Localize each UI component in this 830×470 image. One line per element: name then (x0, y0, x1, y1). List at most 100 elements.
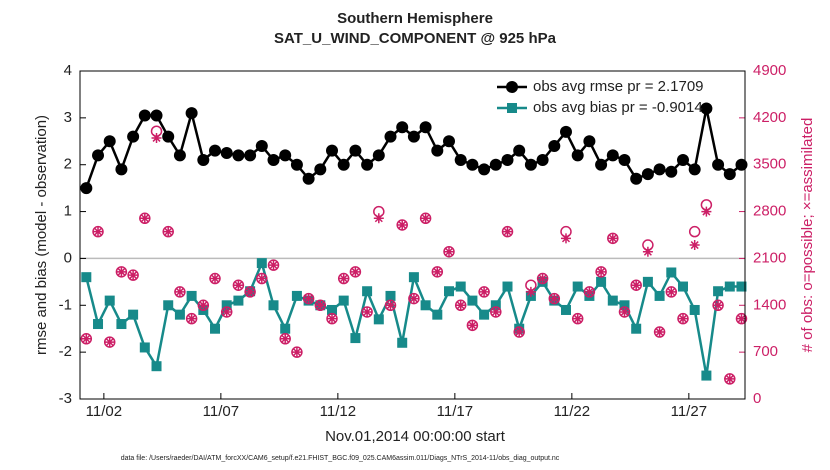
marker (93, 226, 104, 237)
y2-tick-label: 2100 (753, 249, 786, 266)
legend-label: obs avg bias pr = -0.9014 (533, 99, 703, 116)
marker (338, 273, 349, 284)
y-axis-label: rmse and bias (model - observation) (33, 115, 50, 355)
marker (525, 286, 536, 297)
marker (454, 154, 467, 167)
x-tick-label: 11/12 (320, 403, 356, 420)
marker (350, 333, 361, 344)
marker (233, 295, 244, 306)
y-tick-label: 3 (64, 109, 72, 126)
y2-tick-label: 4900 (753, 62, 786, 79)
marker (478, 163, 491, 176)
y2-tick-label: 700 (753, 343, 778, 360)
marker (163, 300, 174, 311)
plot-area (80, 71, 745, 399)
marker (186, 313, 197, 324)
marker (302, 172, 315, 185)
marker (572, 313, 583, 324)
marker (549, 293, 560, 304)
marker (419, 121, 432, 134)
marker (93, 319, 104, 330)
marker (209, 144, 222, 157)
marker (654, 290, 665, 301)
marker (397, 219, 408, 230)
marker (267, 154, 280, 167)
marker (724, 373, 735, 384)
marker (420, 213, 431, 224)
marker (104, 295, 115, 306)
marker (501, 154, 514, 167)
marker (713, 300, 724, 311)
marker (256, 273, 267, 284)
y-tick-label: -3 (59, 390, 72, 407)
marker (327, 304, 338, 315)
y-tick-label: 2 (64, 156, 72, 173)
marker (502, 226, 513, 237)
marker (489, 158, 502, 171)
marker (373, 314, 384, 325)
marker (537, 273, 548, 284)
marker (279, 149, 292, 162)
marker (245, 286, 256, 297)
marker (362, 306, 373, 317)
y2-axis-label: # of obs: o=possible; ×=assimilated (799, 118, 816, 353)
legend-marker (506, 81, 518, 93)
marker (315, 300, 326, 311)
marker (220, 147, 233, 159)
marker (385, 300, 396, 311)
marker (431, 144, 444, 157)
marker (701, 206, 712, 217)
marker (128, 309, 139, 320)
marker (268, 300, 279, 311)
marker (619, 300, 630, 311)
marker (349, 144, 362, 157)
marker (326, 144, 339, 157)
marker (536, 154, 549, 167)
marker (444, 246, 455, 257)
y2-tick-label: 0 (753, 390, 761, 407)
marker (630, 172, 643, 185)
marker (596, 276, 607, 287)
marker (280, 323, 291, 334)
x-tick-label: 11/27 (671, 403, 707, 420)
marker (631, 280, 642, 291)
marker (466, 158, 479, 171)
marker (689, 240, 700, 251)
marker (163, 226, 174, 237)
marker (676, 154, 689, 167)
marker (104, 337, 115, 348)
marker (280, 333, 291, 344)
y2-tick-label: 4200 (753, 109, 786, 126)
marker (303, 293, 314, 304)
marker (397, 337, 408, 348)
marker (232, 149, 245, 162)
marker (665, 165, 678, 178)
marker (384, 130, 397, 143)
marker (735, 158, 748, 171)
marker (127, 130, 140, 143)
marker (689, 304, 700, 315)
chart-title: Southern Hemisphere (337, 10, 493, 27)
y-tick-label: 4 (64, 62, 72, 79)
marker (291, 347, 302, 358)
marker (221, 306, 232, 317)
x-tick-label: 11/07 (203, 403, 239, 420)
marker (221, 300, 232, 311)
marker (584, 286, 595, 297)
marker (314, 163, 327, 176)
marker (372, 149, 385, 162)
marker (233, 280, 244, 291)
marker (92, 149, 105, 162)
marker (560, 233, 571, 244)
marker (595, 158, 608, 171)
legend-marker (507, 103, 517, 113)
marker (350, 266, 361, 277)
y-tick-label: -1 (59, 296, 72, 313)
legend-label: obs avg rmse pr = 2.1709 (533, 78, 704, 95)
marker (362, 286, 373, 297)
y2-tick-label: 3500 (753, 156, 786, 173)
marker (420, 300, 431, 311)
marker (619, 306, 630, 317)
marker (255, 139, 268, 152)
marker (583, 135, 596, 148)
